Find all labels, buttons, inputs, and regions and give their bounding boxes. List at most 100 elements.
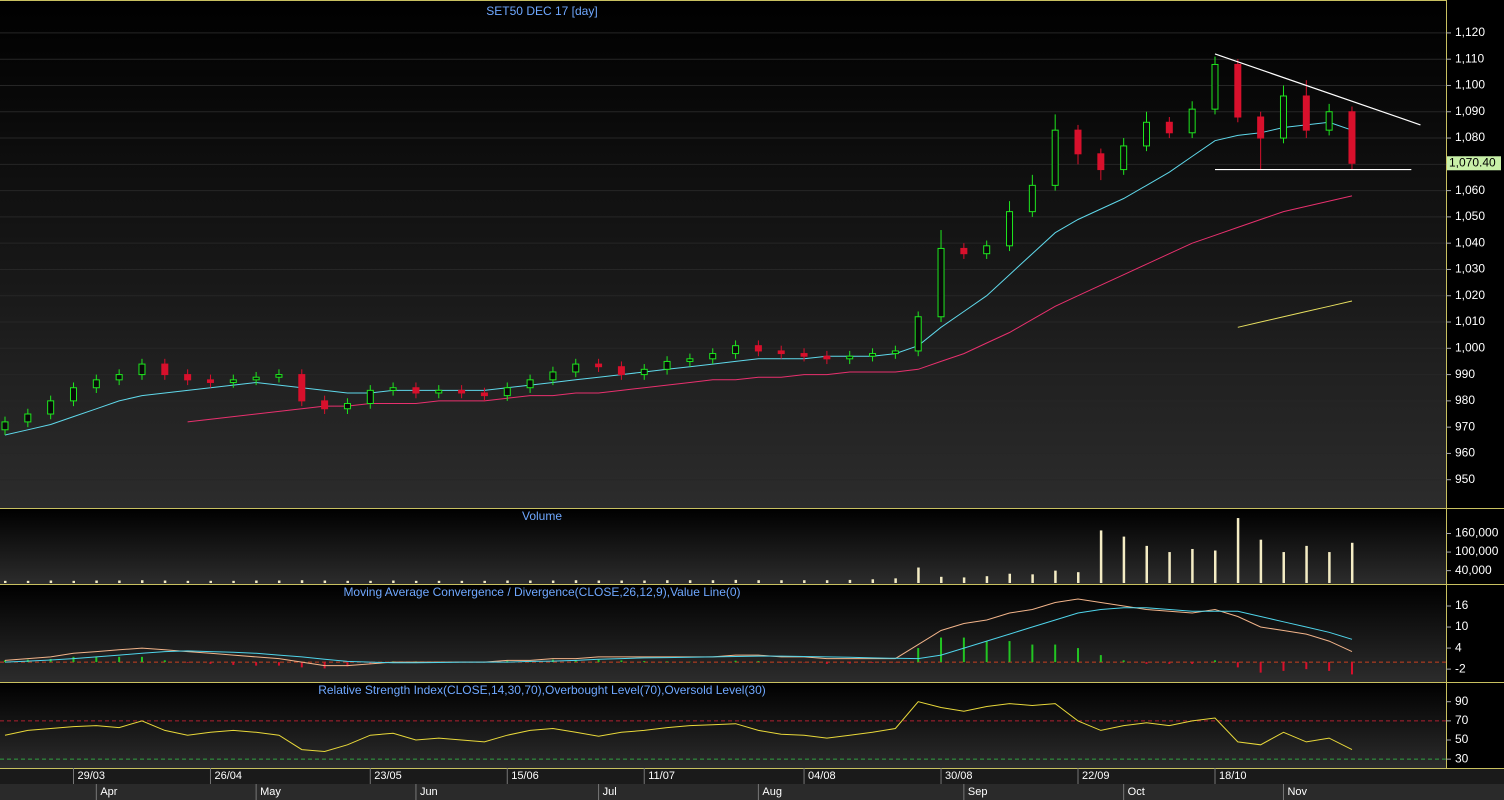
candle-body	[1279, 95, 1287, 139]
histogram-bar	[118, 656, 121, 663]
volume-bar	[711, 580, 715, 583]
moving-average	[1237, 300, 1353, 328]
candle-body	[1257, 116, 1265, 139]
candle-body	[435, 389, 443, 394]
rsi-title: Relative Strength Index(CLOSE,14,30,70),…	[318, 683, 766, 697]
volume-bar	[506, 580, 509, 583]
histogram-bar	[780, 662, 783, 663]
candle-body	[526, 379, 534, 389]
histogram-bar	[1350, 662, 1353, 675]
histogram-bar	[666, 661, 669, 663]
candle-body	[595, 363, 603, 368]
candle-body	[412, 387, 420, 394]
candle-body	[47, 400, 55, 415]
candle-body	[777, 350, 785, 355]
histogram-bar	[1259, 662, 1262, 673]
candle-body	[732, 345, 740, 355]
volume-bar	[255, 580, 258, 583]
histogram-bar	[369, 662, 372, 664]
histogram-bar	[1191, 662, 1194, 664]
candle-body	[1188, 108, 1196, 134]
y-tick-label: 990	[1455, 367, 1475, 381]
volume-bar	[186, 580, 190, 583]
histogram-bar	[140, 656, 143, 663]
volume-bar	[1259, 539, 1263, 583]
histogram-bar	[4, 660, 6, 663]
volume-bar	[483, 580, 486, 583]
y-tick-label: 1,040	[1455, 235, 1485, 249]
volume-bar	[1213, 550, 1217, 583]
candle-body	[663, 360, 671, 370]
volume-bar	[323, 580, 327, 583]
y-tick-label: 1,100	[1455, 78, 1485, 92]
histogram-bar	[848, 662, 851, 664]
price-panel	[0, 0, 1446, 508]
histogram-bar	[940, 637, 943, 663]
candle-body	[1120, 145, 1128, 171]
y-tick-label: 1,110	[1455, 51, 1484, 65]
month-label: Jul	[603, 786, 617, 798]
y-tick-label: 90	[1455, 694, 1469, 708]
candle-body	[321, 400, 329, 410]
last-price-label: 1,070.40	[1449, 155, 1496, 169]
volume-bar	[1077, 572, 1080, 583]
y-tick-label: 1,010	[1455, 314, 1485, 328]
candle-body	[389, 387, 397, 391]
y-tick-label: 1,000	[1455, 340, 1485, 354]
volume-bar	[1305, 545, 1308, 583]
chart-title: SET50 DEC 17 [day]	[486, 4, 597, 18]
y-tick-label: 100,000	[1455, 544, 1499, 558]
y-tick-label: 40,000	[1455, 563, 1492, 577]
candle-body	[869, 353, 877, 357]
volume-bar	[688, 580, 692, 583]
y-tick-label: 960	[1455, 446, 1475, 460]
volume-bar	[780, 580, 783, 583]
candle-body	[1074, 129, 1082, 155]
candle-body	[503, 387, 511, 397]
histogram-bar	[346, 662, 349, 667]
volume-bar	[163, 580, 167, 583]
histogram-bar	[1099, 655, 1102, 663]
candle-body	[366, 389, 374, 404]
histogram-bar	[597, 659, 600, 663]
volume-panel	[0, 509, 1446, 584]
volume-bar	[871, 579, 875, 583]
histogram-bar	[95, 656, 98, 663]
candle-body	[298, 374, 306, 402]
candle-body	[1143, 121, 1150, 147]
candle-body	[24, 413, 32, 423]
y-tick-label: 950	[1455, 472, 1475, 486]
volume-bar	[529, 580, 532, 583]
volume-bar	[825, 580, 829, 583]
trendline	[1214, 53, 1421, 126]
volume-bar	[95, 580, 98, 583]
y-tick-label: 16	[1455, 598, 1469, 612]
histogram-bar	[1077, 648, 1080, 663]
y-tick-label: 4	[1455, 640, 1462, 654]
candle-body	[138, 363, 146, 376]
histogram-bar	[825, 662, 828, 664]
volume-bar	[1145, 545, 1148, 583]
y-tick-label: 1,060	[1455, 183, 1485, 197]
moving-average	[187, 195, 1353, 423]
histogram-bar	[1008, 641, 1011, 663]
volume-bar	[1168, 552, 1171, 583]
histogram-bar	[232, 662, 235, 665]
volume-bar	[1054, 570, 1057, 583]
y-tick-label: 70	[1455, 713, 1469, 727]
volume-bar	[1191, 548, 1194, 583]
histogram-bar	[643, 661, 646, 663]
y-tick-label: 980	[1455, 393, 1475, 407]
y-tick-label: 1,050	[1455, 209, 1485, 223]
candle-body	[1051, 129, 1059, 186]
date-label: 26/04	[214, 770, 242, 782]
y-tick-label: -2	[1455, 661, 1466, 675]
volume-bar	[1008, 573, 1012, 583]
volume-bar	[277, 580, 281, 583]
rsi-line	[4, 701, 1353, 753]
candle-body	[640, 368, 648, 376]
volume-bar	[643, 580, 646, 583]
volume-bar	[894, 578, 897, 583]
histogram-bar	[1122, 660, 1125, 663]
histogram-bar	[1145, 662, 1148, 664]
